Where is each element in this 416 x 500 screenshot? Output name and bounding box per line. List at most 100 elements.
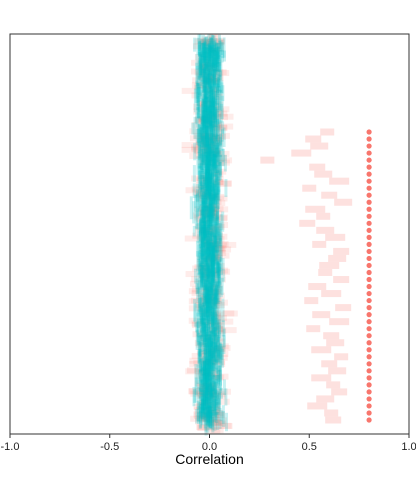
- null-band-segment: [209, 239, 213, 264]
- null-band-segment: [196, 364, 200, 384]
- null-band-segment: [205, 79, 209, 103]
- null-sample-rect: [196, 141, 210, 148]
- x-axis-title: Correlation: [175, 451, 243, 467]
- null-band-segment: [214, 128, 218, 142]
- null-band-segment: [208, 364, 212, 382]
- null-band-segment: [209, 156, 213, 169]
- null-band-segment: [211, 363, 215, 385]
- null-band-segment: [215, 310, 219, 335]
- null-band-segment: [213, 106, 217, 128]
- null-sample-rect: [192, 322, 209, 329]
- null-band-segment: [205, 307, 209, 331]
- null-band-segment: [206, 64, 210, 83]
- null-band-segment: [206, 115, 210, 135]
- null-band-segment: [207, 79, 211, 102]
- null-band-segment: [211, 49, 215, 71]
- null-band-segment: [221, 309, 225, 322]
- null-band-segment: [209, 85, 213, 108]
- null-band-segment: [205, 80, 209, 105]
- null-band-segment: [204, 105, 208, 127]
- null-sample-rect: [188, 288, 200, 295]
- null-band-segment: [204, 192, 208, 211]
- null-band-segment: [216, 42, 220, 60]
- null-band-segment: [199, 406, 203, 418]
- null-band-segment: [205, 297, 209, 321]
- null-sample-rect: [206, 204, 220, 211]
- observed-point: [366, 136, 372, 142]
- null-band-segment: [210, 50, 214, 70]
- null-band-segment: [211, 341, 215, 360]
- null-band-segment: [202, 68, 206, 92]
- null-band-segment: [198, 57, 202, 81]
- null-band-segment: [207, 116, 211, 128]
- null-sample-rect: [209, 200, 226, 207]
- null-band-segment: [214, 342, 218, 365]
- null-band-segment: [203, 118, 207, 133]
- bootstrap-rect: [333, 276, 350, 284]
- null-band-segment: [208, 44, 212, 61]
- null-sample-rect: [188, 298, 206, 305]
- null-band-segment: [200, 55, 204, 78]
- null-sample-rect: [211, 39, 225, 46]
- null-band-segment: [199, 219, 203, 235]
- null-band-segment: [211, 159, 215, 171]
- null-sample-rect: [215, 315, 227, 322]
- null-band-segment: [212, 152, 216, 168]
- null-sample-rect: [198, 100, 216, 107]
- null-sample-rect: [214, 411, 225, 418]
- null-band-segment: [205, 225, 209, 246]
- null-band-segment: [209, 325, 213, 348]
- null-band-segment: [204, 280, 208, 303]
- null-sample-rect: [206, 406, 220, 413]
- null-band-segment: [214, 292, 218, 308]
- null-sample-rect: [206, 423, 218, 430]
- null-sample-rect: [212, 179, 224, 186]
- null-band-segment: [206, 90, 210, 109]
- null-band-segment: [212, 322, 216, 344]
- null-band-segment: [209, 308, 213, 324]
- null-band-segment: [203, 42, 207, 64]
- null-band-segment: [214, 357, 218, 370]
- null-band-segment: [213, 382, 217, 398]
- null-band-segment: [211, 75, 215, 86]
- null-band-segment: [201, 273, 205, 295]
- null-band-segment: [205, 260, 209, 282]
- null-band-segment: [209, 46, 213, 70]
- null-band-segment: [215, 313, 219, 331]
- null-band-segment: [204, 248, 208, 262]
- null-band-segment: [198, 250, 202, 274]
- null-band-segment: [215, 142, 219, 157]
- null-band-segment: [216, 269, 220, 288]
- null-sample-rect: [216, 343, 229, 350]
- null-sample-rect: [206, 206, 219, 213]
- null-band-segment: [201, 303, 205, 326]
- null-band-segment: [205, 134, 209, 148]
- null-sample-rect: [209, 338, 226, 345]
- null-band-segment: [199, 80, 203, 100]
- null-band-segment: [209, 412, 213, 426]
- null-band-segment: [203, 362, 207, 382]
- null-band-segment: [209, 400, 213, 416]
- null-band-segment: [204, 101, 208, 118]
- null-sample-rect: [195, 152, 209, 159]
- null-band-segment: [203, 279, 207, 299]
- null-band-segment: [195, 128, 199, 146]
- null-band-segment: [201, 206, 205, 224]
- null-sample-rect: [198, 239, 214, 246]
- null-band-segment: [208, 185, 212, 199]
- null-band-segment: [201, 149, 205, 162]
- null-band-segment: [204, 370, 208, 390]
- null-sample-rect: [196, 71, 206, 78]
- null-band-segment: [212, 150, 216, 168]
- null-band-segment: [208, 232, 212, 248]
- null-band-segment: [201, 150, 205, 162]
- null-band-segment: [206, 167, 210, 182]
- null-band-segment: [201, 160, 205, 175]
- null-band-segment: [204, 233, 208, 256]
- bootstrap-rect: [319, 261, 340, 269]
- null-band-segment: [210, 147, 214, 172]
- null-sample-rect: [200, 130, 212, 137]
- null-band-segment: [207, 43, 211, 57]
- null-sample-rect: [214, 268, 231, 275]
- null-sample-rect: [200, 181, 217, 188]
